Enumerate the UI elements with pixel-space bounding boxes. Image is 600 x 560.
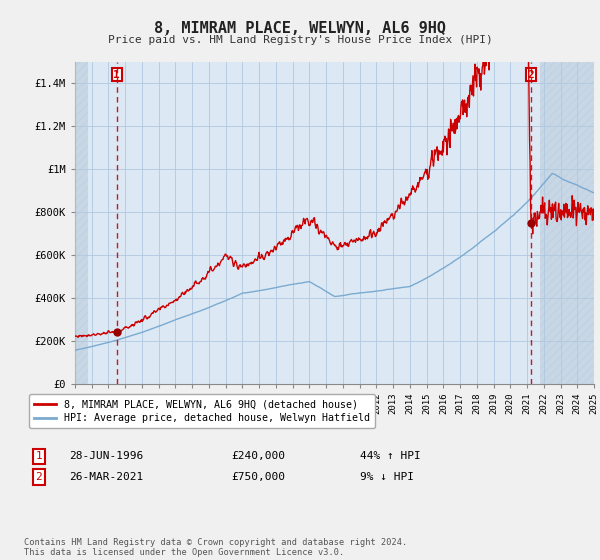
Text: 8, MIMRAM PLACE, WELWYN, AL6 9HQ: 8, MIMRAM PLACE, WELWYN, AL6 9HQ bbox=[154, 21, 446, 36]
Bar bbox=[541, 62, 594, 384]
Text: 2: 2 bbox=[35, 472, 43, 482]
Text: 28-JUN-1996: 28-JUN-1996 bbox=[69, 451, 143, 461]
Text: Price paid vs. HM Land Registry's House Price Index (HPI): Price paid vs. HM Land Registry's House … bbox=[107, 35, 493, 45]
Text: 44% ↑ HPI: 44% ↑ HPI bbox=[360, 451, 421, 461]
Legend: 8, MIMRAM PLACE, WELWYN, AL6 9HQ (detached house), HPI: Average price, detached : 8, MIMRAM PLACE, WELWYN, AL6 9HQ (detach… bbox=[29, 394, 375, 428]
Bar bbox=[75, 62, 88, 384]
Text: £750,000: £750,000 bbox=[231, 472, 285, 482]
Text: 1: 1 bbox=[35, 451, 43, 461]
Text: 2: 2 bbox=[527, 69, 534, 80]
Text: 1: 1 bbox=[113, 69, 120, 80]
Text: £240,000: £240,000 bbox=[231, 451, 285, 461]
Text: 9% ↓ HPI: 9% ↓ HPI bbox=[360, 472, 414, 482]
Text: Contains HM Land Registry data © Crown copyright and database right 2024.
This d: Contains HM Land Registry data © Crown c… bbox=[24, 538, 407, 557]
Text: 26-MAR-2021: 26-MAR-2021 bbox=[69, 472, 143, 482]
